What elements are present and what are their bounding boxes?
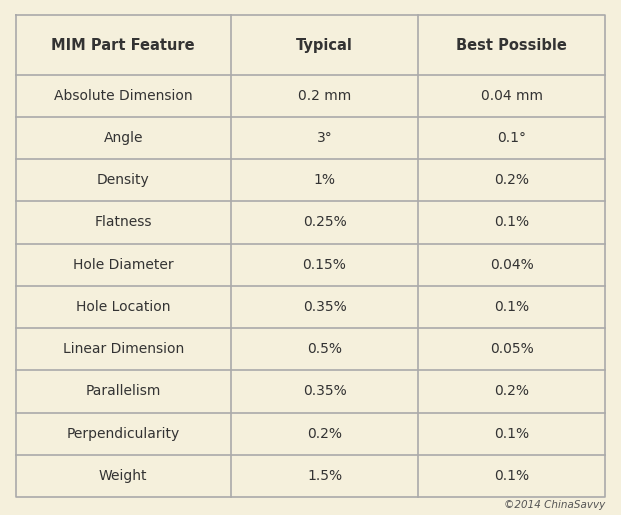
Text: 0.04%: 0.04% — [490, 258, 533, 272]
Text: 0.1%: 0.1% — [494, 426, 529, 441]
Text: 0.2%: 0.2% — [494, 384, 529, 399]
Text: 0.25%: 0.25% — [302, 215, 347, 230]
Text: 0.2%: 0.2% — [494, 173, 529, 187]
Text: 0.35%: 0.35% — [302, 300, 347, 314]
Bar — [418, 117, 605, 159]
Bar — [16, 117, 231, 159]
Bar — [16, 75, 231, 117]
Bar — [231, 117, 418, 159]
Bar — [231, 328, 418, 370]
Text: 0.1%: 0.1% — [494, 300, 529, 314]
Text: Density: Density — [97, 173, 150, 187]
Text: 1%: 1% — [314, 173, 335, 187]
Text: Best Possible: Best Possible — [456, 38, 567, 53]
Bar — [16, 455, 231, 497]
Text: Weight: Weight — [99, 469, 147, 483]
Bar — [418, 455, 605, 497]
Bar — [418, 159, 605, 201]
Text: Absolute Dimension: Absolute Dimension — [54, 89, 193, 103]
Text: 0.05%: 0.05% — [490, 342, 533, 356]
Text: 0.2 mm: 0.2 mm — [298, 89, 351, 103]
Text: 0.5%: 0.5% — [307, 342, 342, 356]
Bar — [231, 15, 418, 75]
Text: MIM Part Feature: MIM Part Feature — [52, 38, 195, 53]
Bar — [418, 75, 605, 117]
Bar — [231, 75, 418, 117]
Bar — [16, 201, 231, 244]
Text: Perpendicularity: Perpendicularity — [66, 426, 180, 441]
Bar — [418, 370, 605, 413]
Text: Linear Dimension: Linear Dimension — [63, 342, 184, 356]
Bar — [418, 286, 605, 328]
Text: 0.04 mm: 0.04 mm — [481, 89, 543, 103]
Text: Hole Diameter: Hole Diameter — [73, 258, 173, 272]
Text: 0.1%: 0.1% — [494, 469, 529, 483]
Text: Hole Location: Hole Location — [76, 300, 170, 314]
Text: 0.1%: 0.1% — [494, 215, 529, 230]
Bar — [418, 328, 605, 370]
Bar — [231, 201, 418, 244]
Bar — [418, 201, 605, 244]
Bar — [231, 244, 418, 286]
Text: ©2014 ChinaSavvy: ©2014 ChinaSavvy — [504, 500, 605, 509]
Text: 0.15%: 0.15% — [302, 258, 347, 272]
Bar — [16, 328, 231, 370]
Bar — [418, 413, 605, 455]
Bar — [16, 159, 231, 201]
Bar — [16, 370, 231, 413]
Bar — [418, 244, 605, 286]
Bar — [16, 286, 231, 328]
Text: 3°: 3° — [317, 131, 332, 145]
Bar — [418, 15, 605, 75]
Text: Flatness: Flatness — [94, 215, 152, 230]
Bar — [231, 286, 418, 328]
Text: 0.1°: 0.1° — [497, 131, 527, 145]
Text: 0.35%: 0.35% — [302, 384, 347, 399]
Bar — [231, 455, 418, 497]
Text: Typical: Typical — [296, 38, 353, 53]
Bar — [231, 159, 418, 201]
Bar — [16, 244, 231, 286]
Text: Parallelism: Parallelism — [86, 384, 161, 399]
Text: 0.2%: 0.2% — [307, 426, 342, 441]
Bar — [231, 413, 418, 455]
Bar — [16, 413, 231, 455]
Text: 1.5%: 1.5% — [307, 469, 342, 483]
Bar — [16, 15, 231, 75]
Bar — [231, 370, 418, 413]
Text: Angle: Angle — [104, 131, 143, 145]
